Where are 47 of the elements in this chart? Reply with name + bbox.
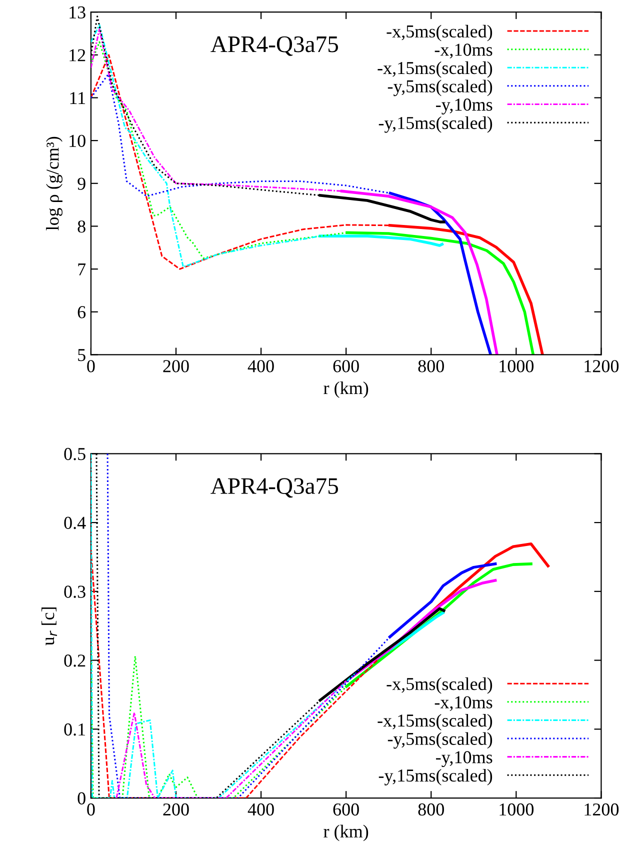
y-tick-label: 0.3 bbox=[64, 586, 86, 598]
y-tick-label: 0.5 bbox=[64, 448, 86, 460]
y-axis-title: u$_{r}$ [c] bbox=[41, 608, 57, 646]
legend-label: -y,10ms bbox=[436, 98, 492, 114]
x-tick-label: 0 bbox=[87, 803, 95, 816]
x-axis-title: r (km) bbox=[324, 381, 368, 398]
legend-label: -y,10ms bbox=[436, 751, 492, 768]
y-tick-label: 10 bbox=[70, 134, 86, 148]
legend-label: -x,10ms bbox=[434, 44, 492, 58]
x-tick-label: 400 bbox=[248, 360, 274, 372]
x-tick-label: 200 bbox=[163, 803, 189, 816]
legend-label: -x,15ms(scaled) bbox=[378, 61, 492, 78]
y-tick-label: 8 bbox=[78, 220, 86, 233]
y-axis-title: log ρ (g/cm³) bbox=[46, 136, 62, 230]
y-tick-label: 9 bbox=[78, 178, 86, 190]
y-tick-label: 0.1 bbox=[64, 723, 86, 736]
y-tick-label: 0.2 bbox=[64, 654, 86, 667]
legend-label: -x,15ms(scaled) bbox=[378, 714, 492, 730]
x-axis-title: r (km) bbox=[324, 824, 368, 842]
x-tick-label: 800 bbox=[418, 803, 444, 816]
legend-label: -x,5ms(scaled) bbox=[386, 24, 492, 42]
x-tick-label: 1000 bbox=[500, 360, 534, 372]
y-tick-label: 0.4 bbox=[64, 516, 86, 530]
y-tick-label: 7 bbox=[78, 263, 86, 276]
y-tick-label: 13 bbox=[70, 6, 86, 19]
legend-label: -x,5ms(scaled) bbox=[386, 677, 492, 694]
y-tick-label: 0 bbox=[78, 792, 86, 804]
y-tick-label: 11 bbox=[70, 92, 86, 104]
y-tick-label: 5 bbox=[78, 349, 86, 362]
legend-label: -y,5ms(scaled) bbox=[388, 80, 492, 96]
y-tick-label: 6 bbox=[78, 306, 86, 318]
x-tick-label: 200 bbox=[163, 360, 189, 372]
x-tick-label: 400 bbox=[248, 803, 274, 816]
legend-label: -y,15ms(scaled) bbox=[378, 768, 492, 786]
x-tick-label: 600 bbox=[333, 803, 359, 816]
x-tick-label: 1200 bbox=[584, 360, 619, 372]
legend-label: -x,10ms bbox=[434, 696, 492, 711]
y-tick-label: 12 bbox=[70, 49, 86, 62]
annotation: APR4-Q3a75 bbox=[210, 36, 338, 56]
legend-label: -y,15ms(scaled) bbox=[378, 116, 492, 133]
legend-label: -y,5ms(scaled) bbox=[388, 732, 492, 749]
x-tick-label: 800 bbox=[418, 360, 444, 372]
x-tick-label: 1200 bbox=[584, 803, 619, 816]
x-tick-label: 600 bbox=[333, 360, 359, 372]
x-tick-label: 1000 bbox=[500, 803, 534, 816]
annotation: APR4-Q3a75 bbox=[210, 478, 338, 498]
x-tick-label: 0 bbox=[87, 360, 95, 372]
